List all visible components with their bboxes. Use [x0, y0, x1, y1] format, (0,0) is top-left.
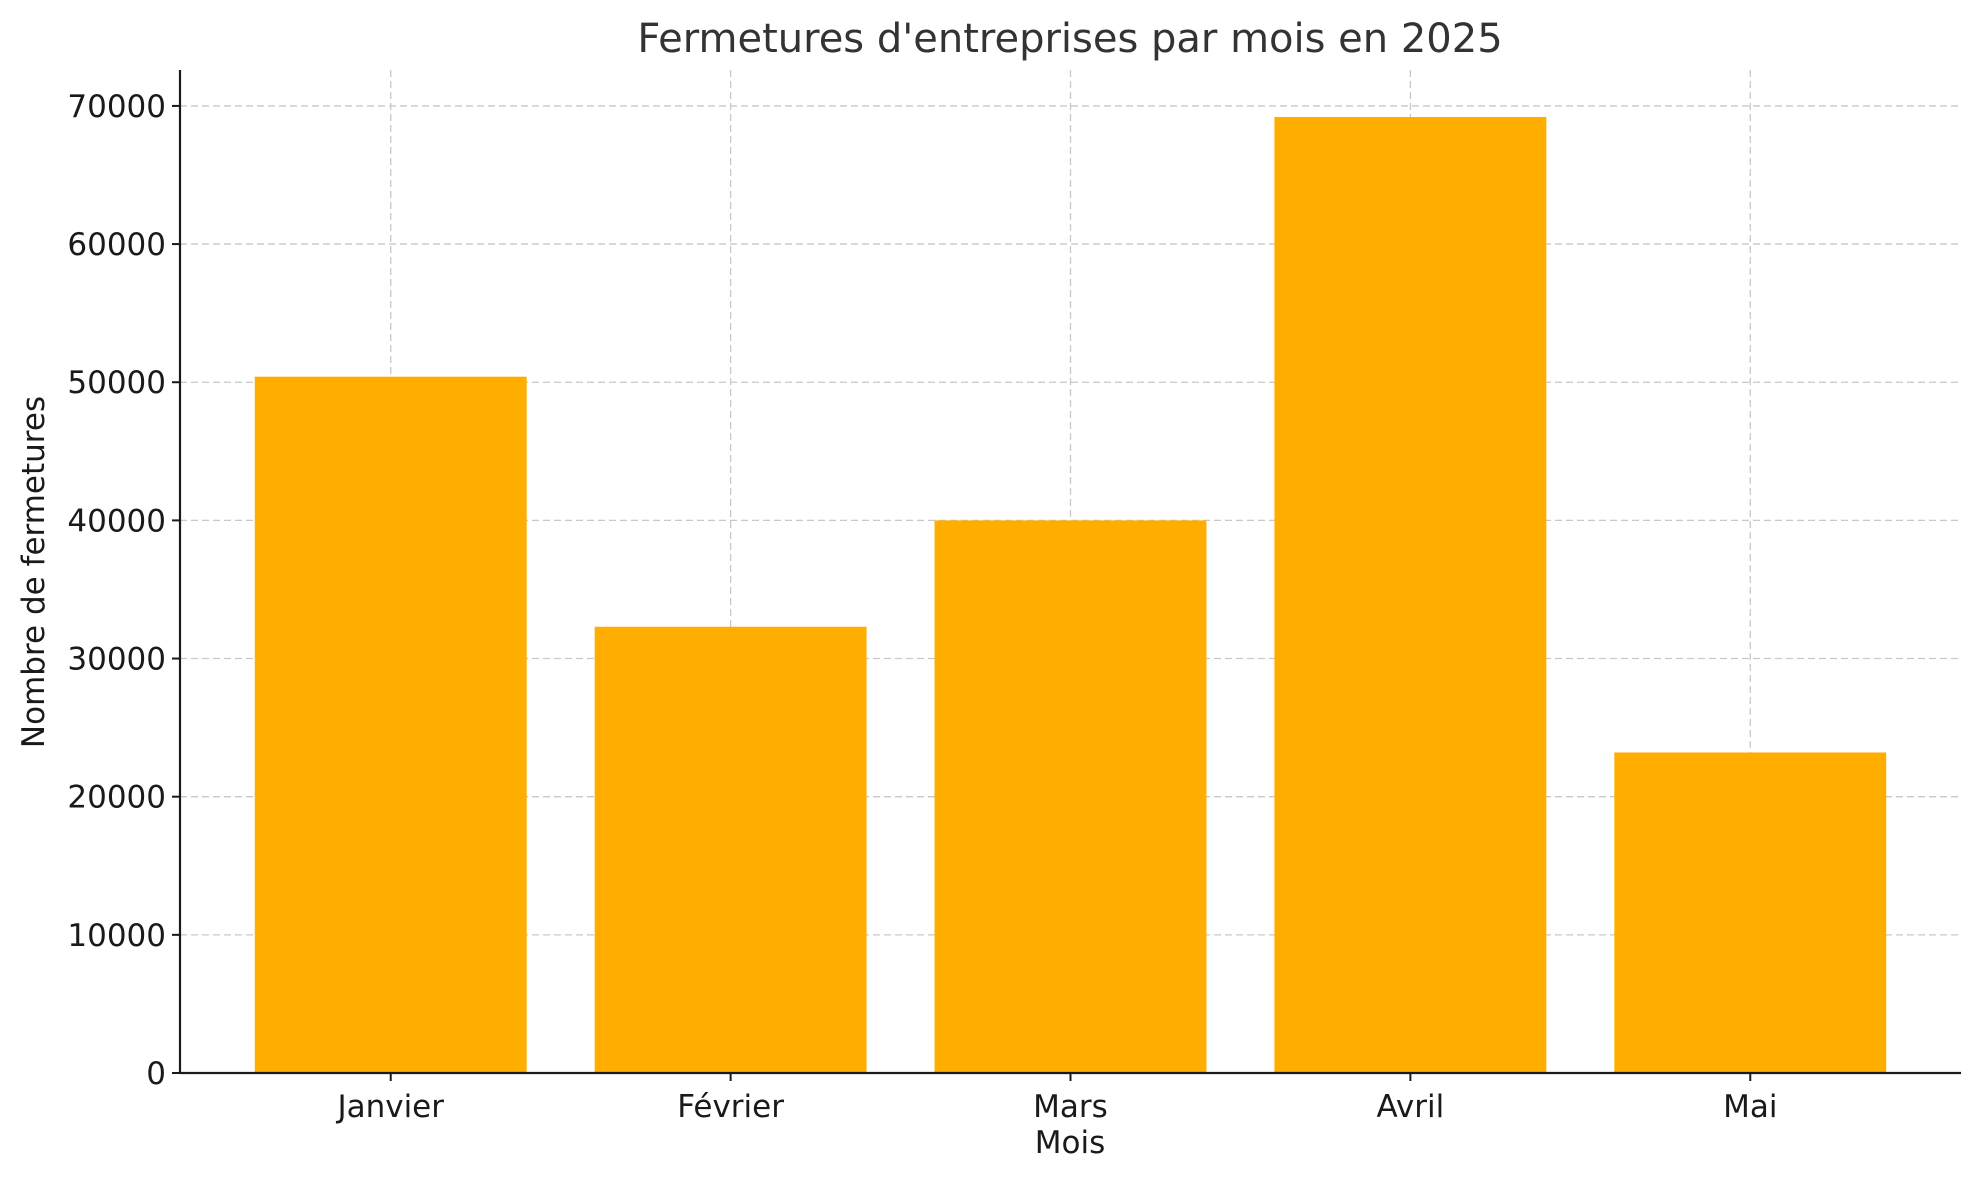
bar	[1614, 752, 1887, 1073]
y-axis-label: Nombre de fermetures	[16, 396, 52, 748]
y-tick-label: 50000	[67, 365, 166, 401]
bars	[254, 116, 1887, 1073]
x-tick-label: Avril	[1377, 1089, 1445, 1125]
x-tick-label: Mars	[1033, 1089, 1108, 1125]
bar	[594, 626, 867, 1073]
x-axis-label: Mois	[1035, 1125, 1105, 1161]
y-tick-label: 20000	[67, 780, 166, 816]
chart-title: Fermetures d'entreprises par mois en 202…	[637, 16, 1502, 62]
bar	[934, 520, 1207, 1073]
bar	[1274, 116, 1547, 1073]
y-tick-label: 10000	[67, 918, 166, 954]
x-tick-label: Janvier	[335, 1089, 444, 1125]
bar	[254, 376, 527, 1073]
tick-labels: 0 10000 20000 30000 40000 50000 60000 70000 Janv…	[67, 89, 1777, 1125]
x-tick-label: Mai	[1723, 1089, 1777, 1125]
y-tick-label: 70000	[67, 89, 166, 125]
y-tick-label: 30000	[67, 642, 166, 678]
y-tick-label: 40000	[67, 503, 166, 539]
y-tick-label: 0	[146, 1056, 166, 1092]
x-tick-label: Février	[677, 1089, 784, 1125]
y-tick-label: 60000	[67, 227, 166, 263]
